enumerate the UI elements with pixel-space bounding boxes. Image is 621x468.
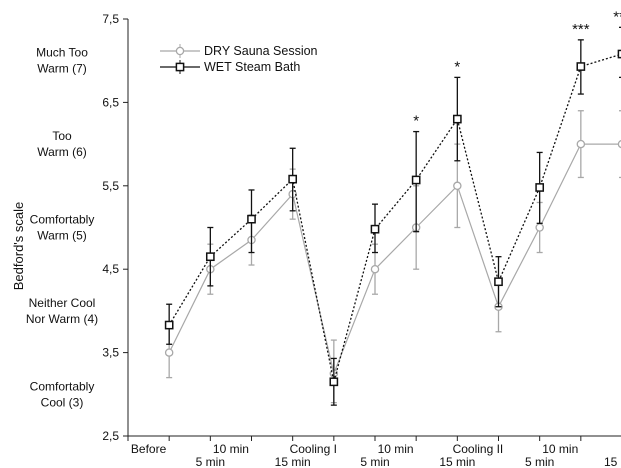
data-point: [452, 114, 462, 124]
data-point: [164, 320, 174, 330]
y-tick-label: 5,5: [102, 179, 119, 193]
x-tick-label: Cooling I: [290, 442, 337, 456]
data-point: [370, 224, 380, 234]
x-tick-label: 5 min: [196, 455, 225, 468]
data-point: [370, 264, 380, 274]
legend-marker: [175, 62, 185, 72]
significance-marker: *: [454, 58, 460, 75]
y-tick-label: 6,5: [102, 95, 119, 109]
significance-marker: ***: [613, 8, 621, 25]
y-axis-title: Bedford's scale: [11, 202, 26, 290]
x-tick-label: 5 min: [525, 455, 554, 468]
y-tick-label: 2,5: [102, 429, 119, 443]
legend-item: DRY Sauna Session: [160, 44, 318, 58]
y-tick-label: 7,5: [102, 12, 119, 26]
data-point: [576, 62, 586, 71]
legend-marker: [175, 46, 185, 56]
chart-axes: 2,5 3,5 4,5 5,5 6,5 7,5 Much Too Warm (7) Too War…: [26, 12, 621, 468]
data-point: [617, 139, 621, 149]
data-point: [411, 175, 421, 185]
x-tick-label: 10 min: [378, 442, 414, 456]
legend-item: WET Steam Bath: [160, 60, 300, 74]
y-category-label: Neither Cool Nor Warm (4): [26, 296, 98, 326]
x-tick-label: Cooling II: [453, 442, 504, 456]
data-point: [617, 49, 621, 59]
data-point: [205, 252, 215, 262]
data-point: [453, 181, 462, 191]
y-tick-label: 3,5: [102, 346, 119, 360]
x-tick-label: 5 min: [360, 455, 389, 468]
x-tick-label: Before: [131, 442, 167, 456]
data-point: [288, 174, 298, 184]
legend-label: DRY Sauna Session: [204, 44, 318, 58]
legend-label: WET Steam Bath: [204, 60, 300, 74]
data-point: [535, 223, 544, 232]
y-category-label: Much Too Warm (7): [36, 46, 88, 76]
y-category-label: Comfortably Cool (3): [30, 379, 95, 409]
chart-series-layer: [164, 26, 621, 406]
chart-annotation-layer: ********: [413, 8, 621, 129]
x-tick-label: 15 min: [604, 455, 621, 468]
series-dry: [164, 110, 621, 404]
y-tick-label: 4,5: [102, 262, 119, 276]
data-point: [576, 139, 586, 149]
significance-marker: *: [413, 113, 419, 130]
x-tick-label: 15 min: [439, 455, 475, 468]
y-category-label: Too Warm (6): [37, 129, 87, 159]
y-category-label: Comfortably Warm (5): [30, 213, 95, 243]
significance-marker: ***: [572, 21, 590, 38]
x-tick-label: 15 min: [275, 455, 311, 468]
data-point: [164, 348, 174, 357]
data-point: [247, 214, 256, 224]
data-point: [494, 277, 503, 287]
series-line: [168, 143, 621, 376]
x-tick-label: 10 min: [542, 442, 578, 456]
x-tick-label: 10 min: [213, 442, 249, 456]
chart-legend: DRY Sauna Session WET Steam Bath: [160, 44, 318, 74]
data-point: [329, 377, 339, 387]
series-wet: [164, 26, 621, 406]
data-point: [535, 183, 545, 192]
series-line: [168, 53, 621, 382]
